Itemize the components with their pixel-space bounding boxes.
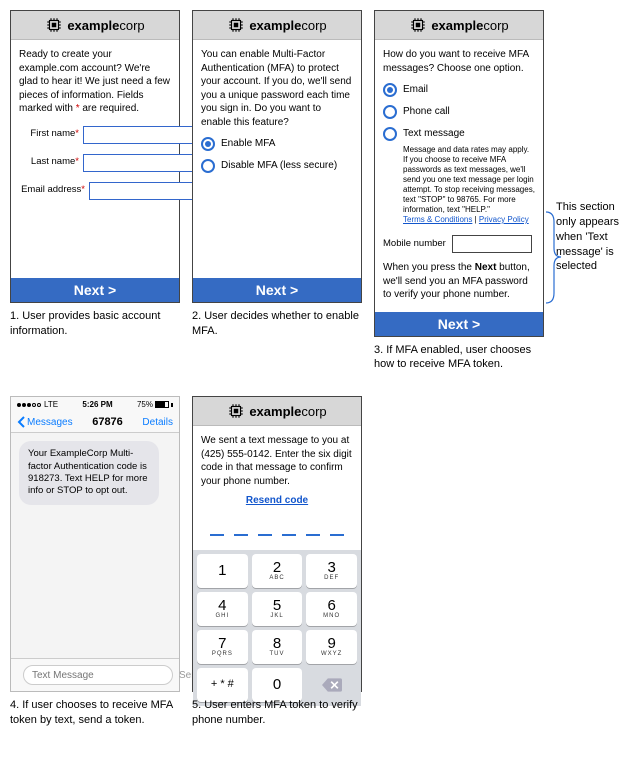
nav-title: 67876 [92, 416, 123, 428]
chip-icon [227, 402, 245, 420]
radio-disable-mfa[interactable]: Disable MFA (less secure) [201, 159, 353, 173]
radio-icon [383, 127, 397, 141]
key-4[interactable]: 4GHI [197, 592, 248, 626]
key-1[interactable]: 1 [197, 554, 248, 588]
code-input[interactable] [201, 522, 353, 536]
back-button[interactable]: Messages [17, 416, 73, 428]
nav-bar: Messages 67876 Details [11, 412, 179, 433]
key-2[interactable]: 2ABC [252, 554, 303, 588]
mobile-number-label: Mobile number [383, 238, 446, 251]
panel-verify-code: examplecorp We sent a text message to yo… [192, 396, 362, 692]
brand-label: examplecorp [249, 18, 326, 33]
caption-1: 1. User provides basic account informati… [10, 309, 180, 339]
terms-link[interactable]: Terms & Conditions [403, 215, 472, 224]
key-9[interactable]: 9WXYZ [306, 630, 357, 664]
caption-3: 3. If MFA enabled, user chooses how to r… [374, 343, 544, 373]
next-button[interactable]: Next > [193, 278, 361, 302]
key-0[interactable]: 0 [252, 668, 303, 702]
compose-bar: Send [11, 658, 179, 691]
signal-icon [17, 403, 41, 407]
chevron-left-icon [17, 416, 25, 428]
brand-label: examplecorp [249, 404, 326, 419]
radio-icon [383, 83, 397, 97]
followup-text: When you press the Next button, we'll se… [383, 261, 535, 302]
radio-icon [383, 105, 397, 119]
intro-text: Ready to create your example.com account… [19, 48, 171, 116]
status-time: 5:26 PM [82, 400, 112, 409]
bracket-annotation: This section only appears when 'Text mes… [556, 200, 625, 274]
intro-text: How do you want to receive MFA messages?… [383, 48, 535, 75]
phone-mock: LTE 5:26 PM 75% Messages 67876 Det [10, 396, 180, 692]
radio-icon [201, 159, 215, 173]
panel-basic-info: examplecorp Ready to create your example… [10, 10, 180, 303]
panel-mfa-method: examplecorp How do you want to receive M… [374, 10, 544, 337]
key-7[interactable]: 7PQRS [197, 630, 248, 664]
radio-icon [201, 137, 215, 151]
key-6[interactable]: 6MNO [306, 592, 357, 626]
intro-text: You can enable Multi-Factor Authenticati… [201, 48, 353, 129]
radio-enable-mfa[interactable]: Enable MFA [201, 137, 353, 151]
chip-icon [45, 16, 63, 34]
radio-email[interactable]: Email [383, 83, 535, 97]
panel-header: examplecorp [375, 11, 543, 40]
radio-text-message[interactable]: Text message [383, 127, 535, 141]
key-3[interactable]: 3DEF [306, 554, 357, 588]
battery-icon: 75% [137, 400, 173, 409]
last-name-label: Last name* [19, 156, 79, 169]
panel-enable-mfa: examplecorp You can enable Multi-Factor … [192, 10, 362, 303]
caption-5: 5. User enters MFA token to verify phone… [192, 698, 362, 728]
first-name-label: First name* [19, 128, 79, 141]
chip-icon [227, 16, 245, 34]
keypad: 12ABC3DEF 4GHI5JKL6MNO 7PQRS8TUV9WXYZ + * #… [193, 550, 361, 706]
message-area: Your ExampleCorp Multi-factor Authentica… [11, 433, 179, 658]
panel-header: examplecorp [193, 397, 361, 426]
compose-input[interactable] [23, 665, 173, 685]
privacy-link[interactable]: Privacy Policy [479, 215, 529, 224]
radio-phone-call[interactable]: Phone call [383, 105, 535, 119]
key-8[interactable]: 8TUV [252, 630, 303, 664]
details-button[interactable]: Details [142, 417, 173, 428]
next-button[interactable]: Next > [11, 278, 179, 302]
intro-text: We sent a text message to you at (425) 5… [201, 434, 353, 488]
brand-label: examplecorp [431, 18, 508, 33]
next-button[interactable]: Next > [375, 312, 543, 336]
caption-2: 2. User decides whether to enable MFA. [192, 309, 362, 339]
symbols-key[interactable]: + * # [197, 668, 248, 702]
sms-bubble: Your ExampleCorp Multi-factor Authentica… [19, 441, 159, 504]
caption-4: 4. If user chooses to receive MFA token … [10, 698, 180, 728]
panel-header: examplecorp [11, 11, 179, 40]
backspace-icon [322, 678, 342, 692]
brand-label: examplecorp [67, 18, 144, 33]
fineprint: Message and data rates may apply. If you… [403, 145, 535, 225]
bracket-icon [544, 210, 562, 305]
panel-header: examplecorp [193, 11, 361, 40]
resend-link[interactable]: Resend code [201, 494, 353, 508]
mobile-number-input[interactable] [452, 235, 532, 253]
email-label: Email address* [19, 184, 85, 197]
backspace-key[interactable] [306, 668, 357, 702]
key-5[interactable]: 5JKL [252, 592, 303, 626]
status-bar: LTE 5:26 PM 75% [11, 397, 179, 412]
chip-icon [409, 16, 427, 34]
